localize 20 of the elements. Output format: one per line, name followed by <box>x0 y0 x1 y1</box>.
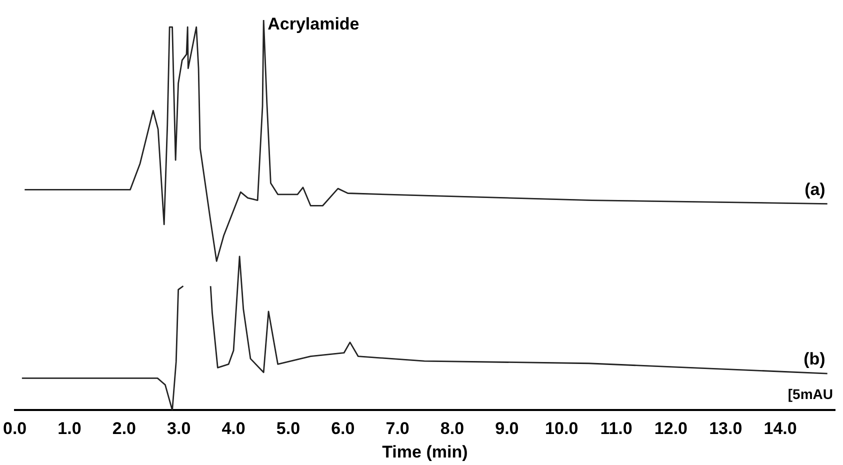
x-tick-label: 11.0 <box>600 419 632 438</box>
x-tick-label: 6.0 <box>331 419 355 438</box>
annotation: Acrylamide <box>268 14 360 34</box>
x-tick-label: 9.0 <box>495 419 519 438</box>
x-tick-label: 7.0 <box>386 419 410 438</box>
x-tick-label: 12.0 <box>654 419 688 438</box>
x-tick-label: 2.0 <box>112 419 136 438</box>
annotation: [5mAU <box>788 386 833 402</box>
x-axis-title: Time (min) <box>382 442 468 462</box>
x-tick-label: 10.0 <box>545 419 578 438</box>
x-tick-label: 8.0 <box>440 419 464 438</box>
series-label: (a) <box>804 180 826 199</box>
x-tick-label: 1.0 <box>58 419 82 438</box>
x-tick-label: 4.0 <box>222 419 246 438</box>
series-label: (b) <box>804 350 826 369</box>
x-tick-label: 0.0 <box>2 419 27 438</box>
x-tick-label: 3.0 <box>167 419 191 438</box>
x-tick-label: 14.0 <box>764 419 797 438</box>
x-tick-label: 5.0 <box>276 419 300 438</box>
x-tick-label: 13.0 <box>709 419 742 438</box>
